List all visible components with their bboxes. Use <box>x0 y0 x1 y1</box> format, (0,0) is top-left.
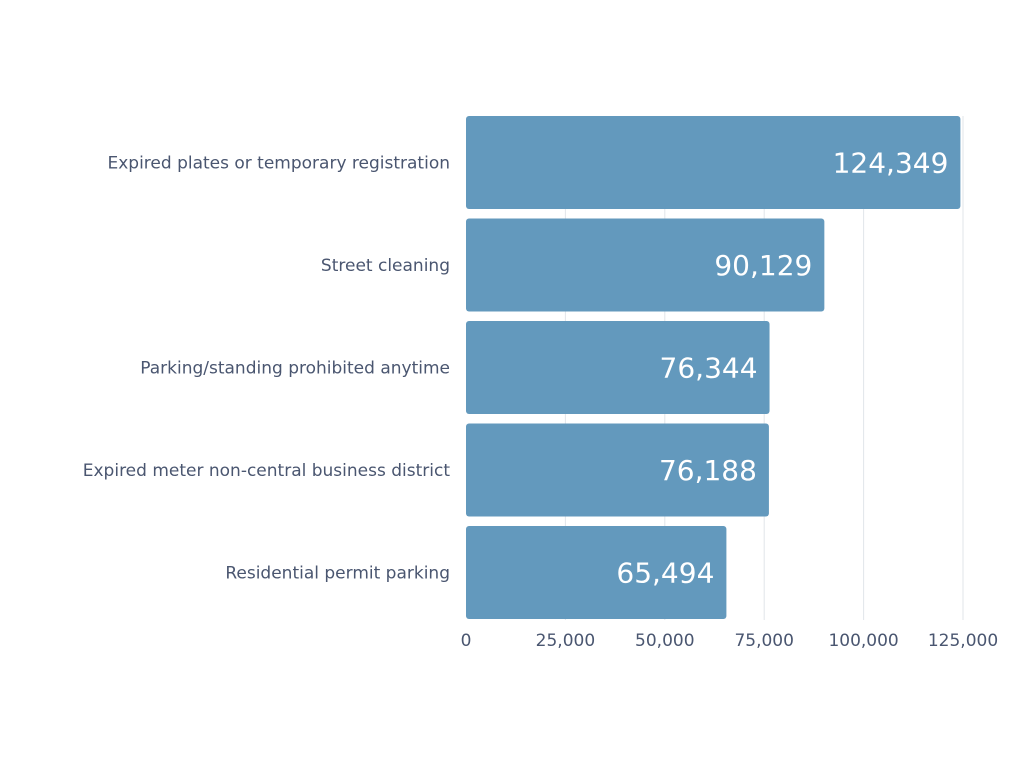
category-label: Street cleaning <box>321 256 450 276</box>
bars: 124,349 90,129 76,344 76,188 65,494 <box>466 116 961 619</box>
x-tick-label: 75,000 <box>734 631 793 651</box>
x-tick-label: 100,000 <box>828 631 898 651</box>
x-tick-label: 125,000 <box>928 631 998 651</box>
bar-value-label: 76,188 <box>659 454 757 487</box>
x-tick-label: 50,000 <box>635 631 694 651</box>
category-label: Residential permit parking <box>225 564 450 584</box>
bar <box>466 423 769 517</box>
x-tick-label: 25,000 <box>536 631 595 651</box>
x-axis-tick-labels: 0 25,000 50,000 75,000 100,000 125,000 <box>461 631 999 651</box>
bar <box>466 526 727 619</box>
bar <box>466 321 770 414</box>
bar <box>466 116 961 209</box>
category-labels: Expired plates or temporary registration… <box>83 154 451 584</box>
bar-value-label: 65,494 <box>616 557 714 590</box>
x-tick-label: 0 <box>461 631 472 651</box>
bar-value-label: 124,349 <box>833 147 949 180</box>
bar-value-label: 76,344 <box>660 352 758 385</box>
category-label: Expired meter non-central business distr… <box>83 461 451 481</box>
bar <box>466 218 825 312</box>
category-label: Expired plates or temporary registration <box>107 154 450 174</box>
bar-value-label: 90,129 <box>714 249 812 282</box>
category-label: Parking/standing prohibited anytime <box>140 359 450 379</box>
